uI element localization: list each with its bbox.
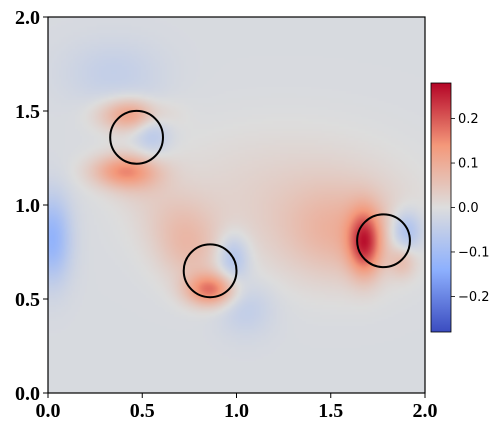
y-tick-label: 0.5 bbox=[15, 289, 40, 311]
y-tick-label: 0.0 bbox=[15, 383, 40, 405]
obstacle-circles bbox=[109, 109, 411, 299]
colorbar-tick-label: 0.0 bbox=[458, 201, 479, 216]
y-axis: 0.0 0.5 1.0 1.5 2.0 bbox=[15, 7, 48, 405]
y-tick-label: 2.0 bbox=[15, 7, 40, 29]
obstacle-circle-3 bbox=[356, 213, 411, 269]
x-tick-label: 0.5 bbox=[130, 400, 155, 422]
x-axis: 0.0 0.5 1.0 1.5 2.0 bbox=[36, 393, 438, 422]
obstacle-circle-1 bbox=[109, 109, 164, 165]
obstacle-circle-2 bbox=[182, 243, 238, 299]
heatmap-image bbox=[48, 17, 425, 393]
x-tick-label: 1.5 bbox=[318, 400, 343, 422]
colorbar-tick-label: 0.1 bbox=[458, 157, 479, 172]
y-tick-label: 1.5 bbox=[15, 101, 40, 123]
colorbar-tick-label: −0.1 bbox=[458, 245, 490, 260]
colorbar: 0.2 0.1 0.0 −0.1 −0.2 bbox=[430, 82, 490, 333]
colorbar-tick-label: −0.2 bbox=[458, 290, 490, 305]
colorbar-gradient bbox=[430, 82, 452, 333]
x-tick-label: 1.0 bbox=[224, 400, 249, 422]
y-tick-label: 1.0 bbox=[15, 195, 40, 217]
x-tick-label: 0.0 bbox=[36, 400, 61, 422]
colorbar-tick-label: 0.2 bbox=[458, 112, 479, 127]
heatmap-field bbox=[48, 17, 425, 393]
x-tick-label: 2.0 bbox=[413, 400, 438, 422]
